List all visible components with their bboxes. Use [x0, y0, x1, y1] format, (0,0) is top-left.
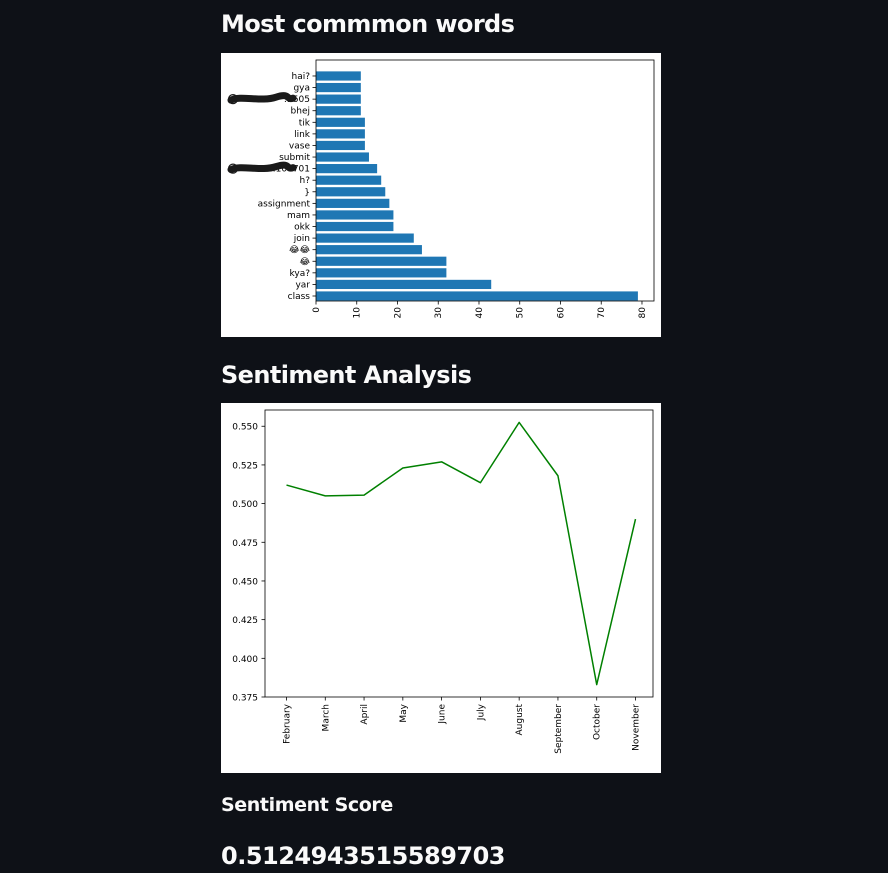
y-tick-label-13: vase: [289, 141, 311, 151]
y-tick-label-14: link: [294, 130, 311, 140]
bar-1: [316, 279, 492, 290]
y-tick-label-0: class: [288, 292, 311, 302]
common-words-figure: class yar kya? 😂 😂😂 join okk mam assignment} h? …1…: [221, 53, 661, 337]
x-tick-label-3: 30: [434, 307, 444, 319]
y-tick-label-6: 0.525: [232, 461, 258, 471]
x-tick-label-8: October: [593, 704, 603, 740]
x-tick-label-9: November: [632, 704, 642, 751]
x-tick-label-6: August: [515, 704, 525, 736]
y-tick-label-7: mam: [287, 211, 310, 221]
sentiment-score-label: Sentiment Score: [221, 794, 393, 816]
bar-4: [316, 245, 422, 255]
y-tick-label-4: 😂😂: [289, 245, 311, 256]
y-tick-label-3: 0.450: [232, 577, 258, 587]
bar-18: [316, 82, 361, 93]
bar-12: [316, 152, 369, 162]
y-tick-label-5: 0.500: [232, 500, 258, 510]
x-tick-label-8: 80: [638, 307, 648, 319]
bar-2: [316, 268, 447, 278]
bar-14: [316, 129, 365, 139]
x-tick-label-2: 20: [393, 307, 403, 319]
x-tick-label-6: 60: [556, 307, 566, 319]
bar-17: [316, 94, 361, 104]
plot-frame: [264, 409, 654, 698]
bar-6: [316, 221, 394, 232]
y-tick-label-12: submit: [279, 153, 310, 163]
x-tick-label-1: 10: [353, 307, 363, 319]
y-tick-label-8: assignment: [258, 199, 311, 209]
y-tick-label-1: 0.400: [232, 655, 258, 665]
bar-5: [316, 233, 414, 243]
x-tick-label-2: April: [360, 704, 370, 725]
y-tick-label-19: hai?: [292, 72, 311, 82]
redaction-stroke-1: [227, 92, 297, 104]
redaction-scribble-0: [227, 161, 297, 174]
sentiment-score-value: 0.5124943515589703: [221, 842, 506, 870]
y-tick-label-15: tik: [299, 118, 311, 128]
x-tick-label-7: September: [554, 704, 564, 754]
y-tick-label-9: }: [304, 188, 310, 198]
common-words-bar-chart: classyarkya?😂😂😂joinokkmamassignment}h?…1…: [227, 59, 655, 319]
bar-16: [316, 106, 361, 116]
y-tick-label-3: 😂: [299, 256, 310, 267]
y-tick-label-5: join: [293, 234, 310, 244]
y-tick-label-4: 0.475: [232, 539, 258, 549]
y-tick-label-7: 0.550: [232, 423, 258, 433]
x-tick-label-7: 70: [597, 307, 607, 319]
y-tick-label-2: 0.425: [232, 616, 258, 626]
y-tick-label-1: yar: [295, 280, 310, 290]
bar-0: [316, 291, 638, 301]
y-tick-label-18: gya: [293, 84, 310, 94]
y-tick-label-6: okk: [294, 223, 311, 233]
y-tick-label-17: …505: [284, 95, 310, 105]
x-tick-label-4: 40: [475, 307, 485, 319]
y-tick-label-16: bhej: [291, 107, 310, 117]
bar-8: [316, 198, 390, 208]
x-tick-label-1: March: [321, 704, 331, 731]
x-tick-label-5: July: [476, 703, 486, 721]
x-tick-label-0: 0: [312, 307, 322, 313]
y-tick-label-2: kya?: [289, 269, 310, 279]
bar-7: [316, 210, 394, 220]
bar-19: [316, 71, 361, 81]
redaction-stroke-0: [227, 161, 297, 174]
x-tick-label-3: May: [399, 703, 409, 722]
sentiment-series-line: [286, 421, 637, 686]
redaction-scribble-1: [227, 92, 297, 105]
redaction-ring-0: [227, 163, 239, 174]
common-words-heading: Most commmon words: [221, 10, 515, 38]
y-tick-label-10: h?: [300, 176, 311, 186]
bar-9: [316, 187, 386, 197]
y-tick-label-0: 0.375: [232, 694, 258, 704]
sentiment-figure: 0.375 0.400 0.425 0.450 0.475 0.500 0.525 0.550…: [221, 403, 661, 773]
bar-3: [316, 256, 447, 266]
x-tick-label-5: 50: [516, 307, 526, 319]
bar-11: [316, 164, 378, 174]
redaction-ring-1: [227, 94, 239, 105]
sentiment-line-chart: 0.375 0.400 0.425 0.450 0.475 0.500 0.525 0.550…: [232, 409, 654, 754]
bar-13: [316, 140, 365, 151]
bar-15: [316, 117, 365, 127]
x-tick-label-0: February: [283, 703, 293, 744]
sentiment-analysis-heading: Sentiment Analysis: [221, 361, 472, 389]
x-tick-label-4: June: [438, 704, 448, 725]
bar-10: [316, 175, 382, 185]
